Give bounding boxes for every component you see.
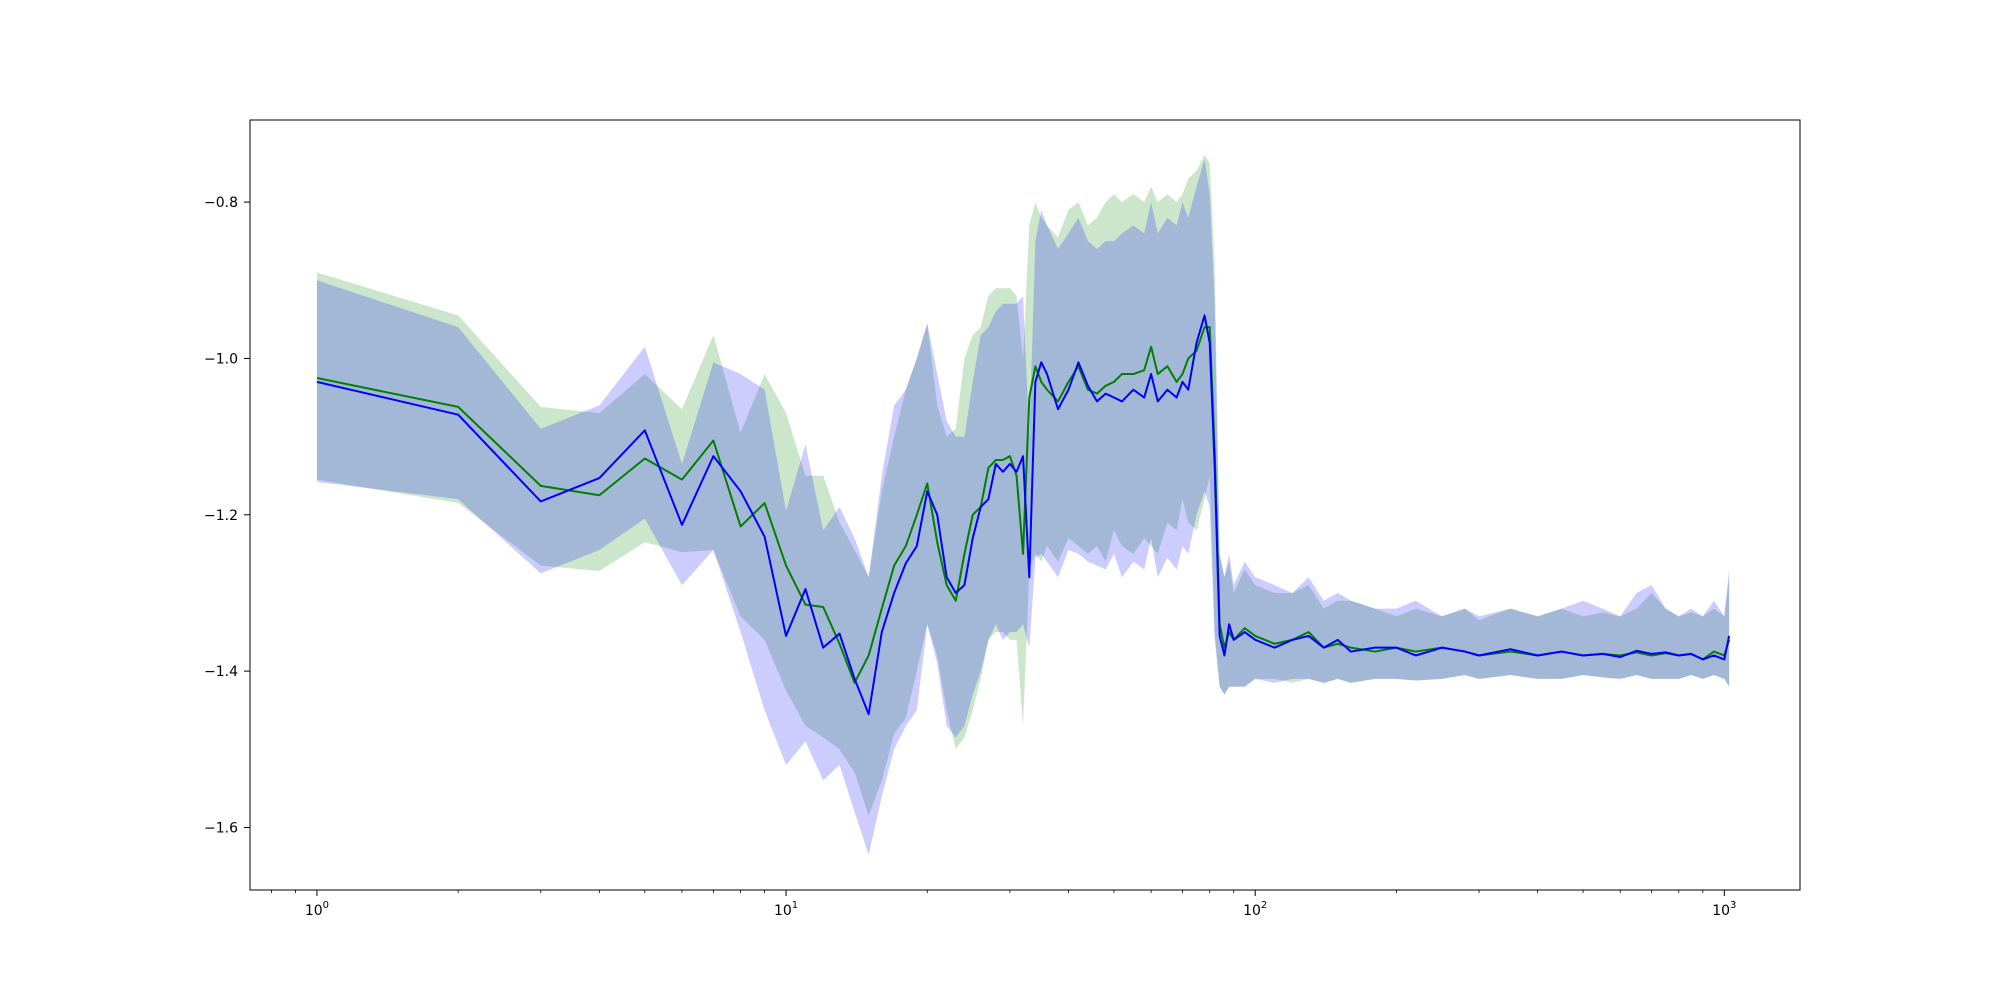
y-tick-label: −1.4 xyxy=(204,664,238,680)
x-tick-label: 100 xyxy=(305,900,329,919)
x-tick-label: 103 xyxy=(1712,900,1736,919)
series-lines xyxy=(316,314,1731,716)
line-blue xyxy=(316,314,1731,716)
y-tick-label: −0.8 xyxy=(204,195,238,211)
y-tick-label: −1.0 xyxy=(204,351,238,367)
plot-frame xyxy=(249,119,1801,891)
x-tick-label: 101 xyxy=(774,900,798,919)
confidence-bands xyxy=(316,155,1730,855)
axes: −0.8 −1.0 −1.2 −1.4 −1.6 100 101 102 103 xyxy=(204,195,1736,919)
band-blue xyxy=(316,159,1730,855)
x-tick-label: 102 xyxy=(1243,900,1267,919)
y-tick-label: −1.6 xyxy=(204,820,238,836)
y-tick-label: −1.2 xyxy=(204,508,238,524)
